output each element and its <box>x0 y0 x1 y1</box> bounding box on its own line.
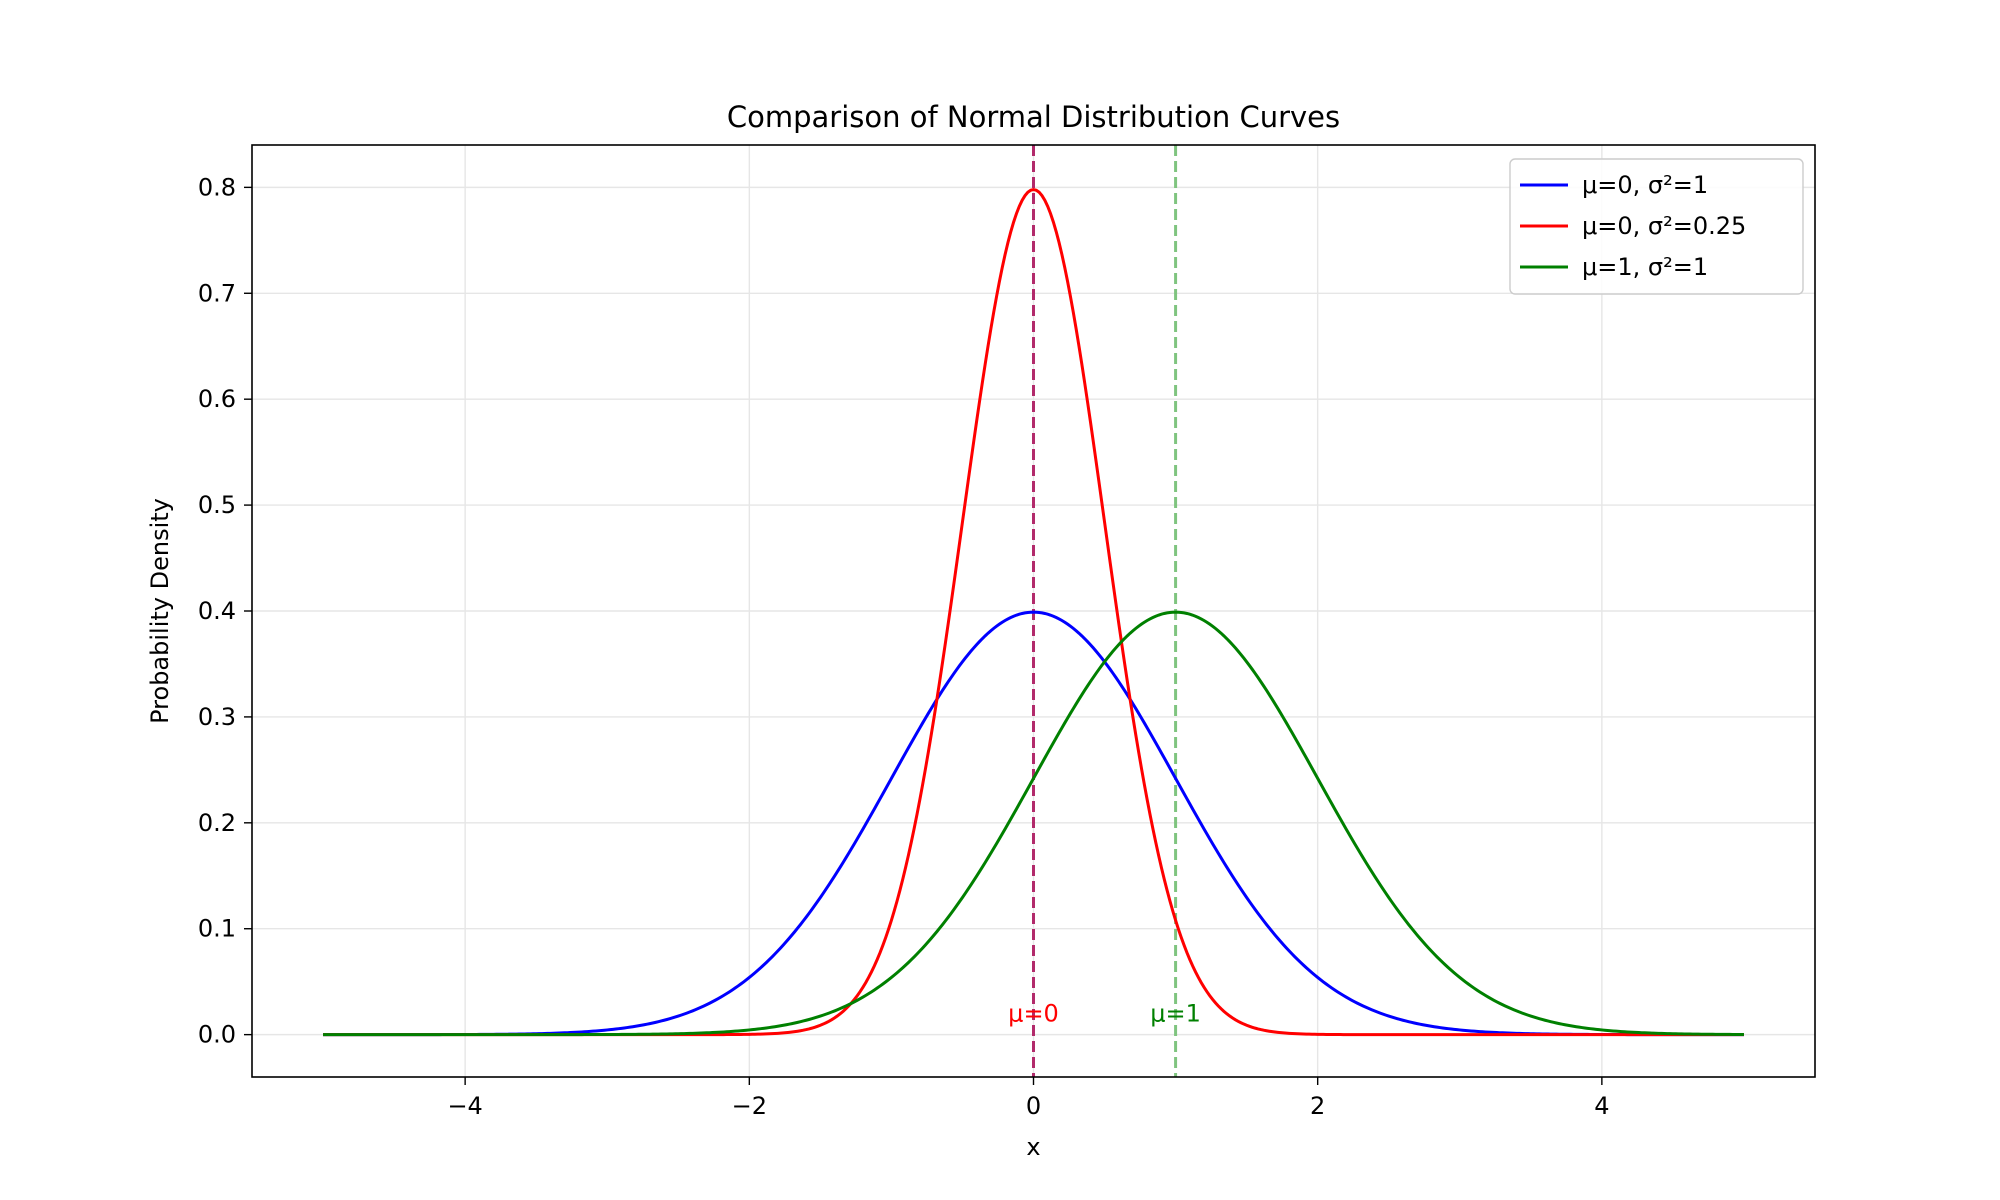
legend-label: μ=1, σ²=1 <box>1582 253 1708 281</box>
x-tick-label: −2 <box>732 1092 767 1120</box>
y-axis-ticks: 0.0 0.1 0.2 0.3 0.4 0.5 0.6 0.7 0.8 <box>198 173 252 1049</box>
x-tick-label: 2 <box>1310 1092 1325 1120</box>
legend-box <box>1509 158 1804 295</box>
annotations: μ=0 μ=1 <box>1008 999 1201 1027</box>
x-tick-label: 0 <box>1026 1092 1041 1120</box>
y-tick-label: 0.5 <box>198 491 236 519</box>
legend-label: μ=0, σ²=1 <box>1582 171 1708 199</box>
y-tick-label: 0.3 <box>198 703 236 731</box>
y-tick-label: 0.6 <box>198 385 236 413</box>
chart-title: Comparison of Normal Distribution Curves <box>727 100 1340 134</box>
y-tick-label: 0.7 <box>198 279 236 307</box>
y-axis-title: Probability Density <box>146 498 174 724</box>
series-line <box>323 610 1744 1037</box>
x-tick-label: −4 <box>447 1092 482 1120</box>
series-line <box>323 610 1744 1037</box>
legend: μ=0, σ²=1 μ=0, σ²=0.25 μ=1, σ²=1 <box>1509 158 1804 295</box>
x-axis-ticks: −4 −2 0 2 4 <box>447 1077 1610 1120</box>
y-tick-label: 0.2 <box>198 809 236 837</box>
series-lines <box>323 188 1744 1037</box>
x-tick-label: 4 <box>1594 1092 1609 1120</box>
x-axis-title: x <box>1026 1133 1040 1161</box>
legend-label: μ=0, σ²=0.25 <box>1582 212 1746 240</box>
mean-annotation: μ=1 <box>1150 999 1201 1027</box>
mean-annotation: μ=0 <box>1008 999 1059 1027</box>
y-tick-label: 0.0 <box>198 1021 236 1049</box>
y-tick-label: 0.8 <box>198 173 236 201</box>
y-tick-label: 0.1 <box>198 915 236 943</box>
y-tick-label: 0.4 <box>198 597 236 625</box>
